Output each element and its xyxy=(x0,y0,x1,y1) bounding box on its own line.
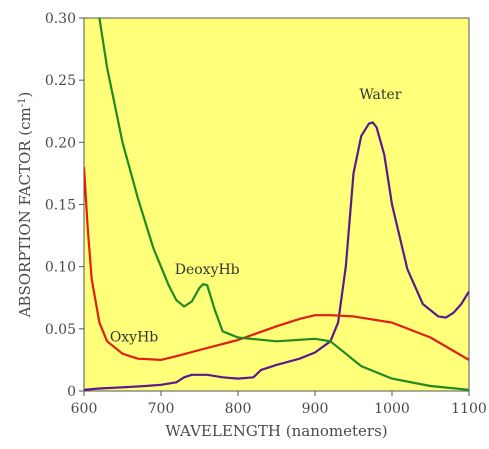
y-axis: 0 0.05 0.10 0.15 0.20 0.25 0.30 ABSORPTION FAC… xyxy=(16,11,84,400)
x-tick-label: 900 xyxy=(302,401,329,417)
x-axis: 600 700 800 900 1000 1100 WAVELENGTH (nanomet… xyxy=(71,391,487,440)
x-tick-label: 600 xyxy=(71,401,98,417)
y-tick-label: 0.10 xyxy=(45,260,76,276)
y-tick-label: 0.05 xyxy=(45,322,76,338)
series-annotation-oxyhb: OxyHb xyxy=(110,329,158,345)
y-tick-label: 0.15 xyxy=(45,198,76,214)
series-annotation-deoxyhb: DeoxyHb xyxy=(175,262,240,278)
x-ticks: 600 700 800 900 1000 1100 xyxy=(71,391,487,417)
y-axis-label-superscript: -1 xyxy=(17,97,28,107)
series-line-oxyhb xyxy=(84,167,469,361)
y-tick-label: 0.25 xyxy=(45,73,76,89)
x-tick-label: 700 xyxy=(148,401,175,417)
plot-area xyxy=(83,17,470,392)
series-group xyxy=(84,18,469,391)
x-tick-label: 800 xyxy=(225,401,252,417)
y-axis-label-main: ABSORPTION FACTOR (cm xyxy=(16,107,34,318)
x-tick-label: 1000 xyxy=(374,401,410,417)
y-tick-label: 0 xyxy=(67,384,76,400)
y-tick-label: 0.30 xyxy=(45,11,76,27)
annotations: Water DeoxyHb OxyHb xyxy=(110,87,402,345)
y-axis-label: ABSORPTION FACTOR (cm-1) xyxy=(16,92,34,319)
y-tick-label: 0.20 xyxy=(45,135,76,151)
series-line-deoxyhb xyxy=(98,18,469,391)
x-tick-label: 1100 xyxy=(451,401,487,417)
x-axis-label: WAVELENGTH (nanometers) xyxy=(165,422,387,440)
series-annotation-water: Water xyxy=(359,87,401,103)
y-axis-label-close: ) xyxy=(16,92,34,98)
y-ticks: 0 0.05 0.10 0.15 0.20 0.25 0.30 xyxy=(45,11,84,400)
